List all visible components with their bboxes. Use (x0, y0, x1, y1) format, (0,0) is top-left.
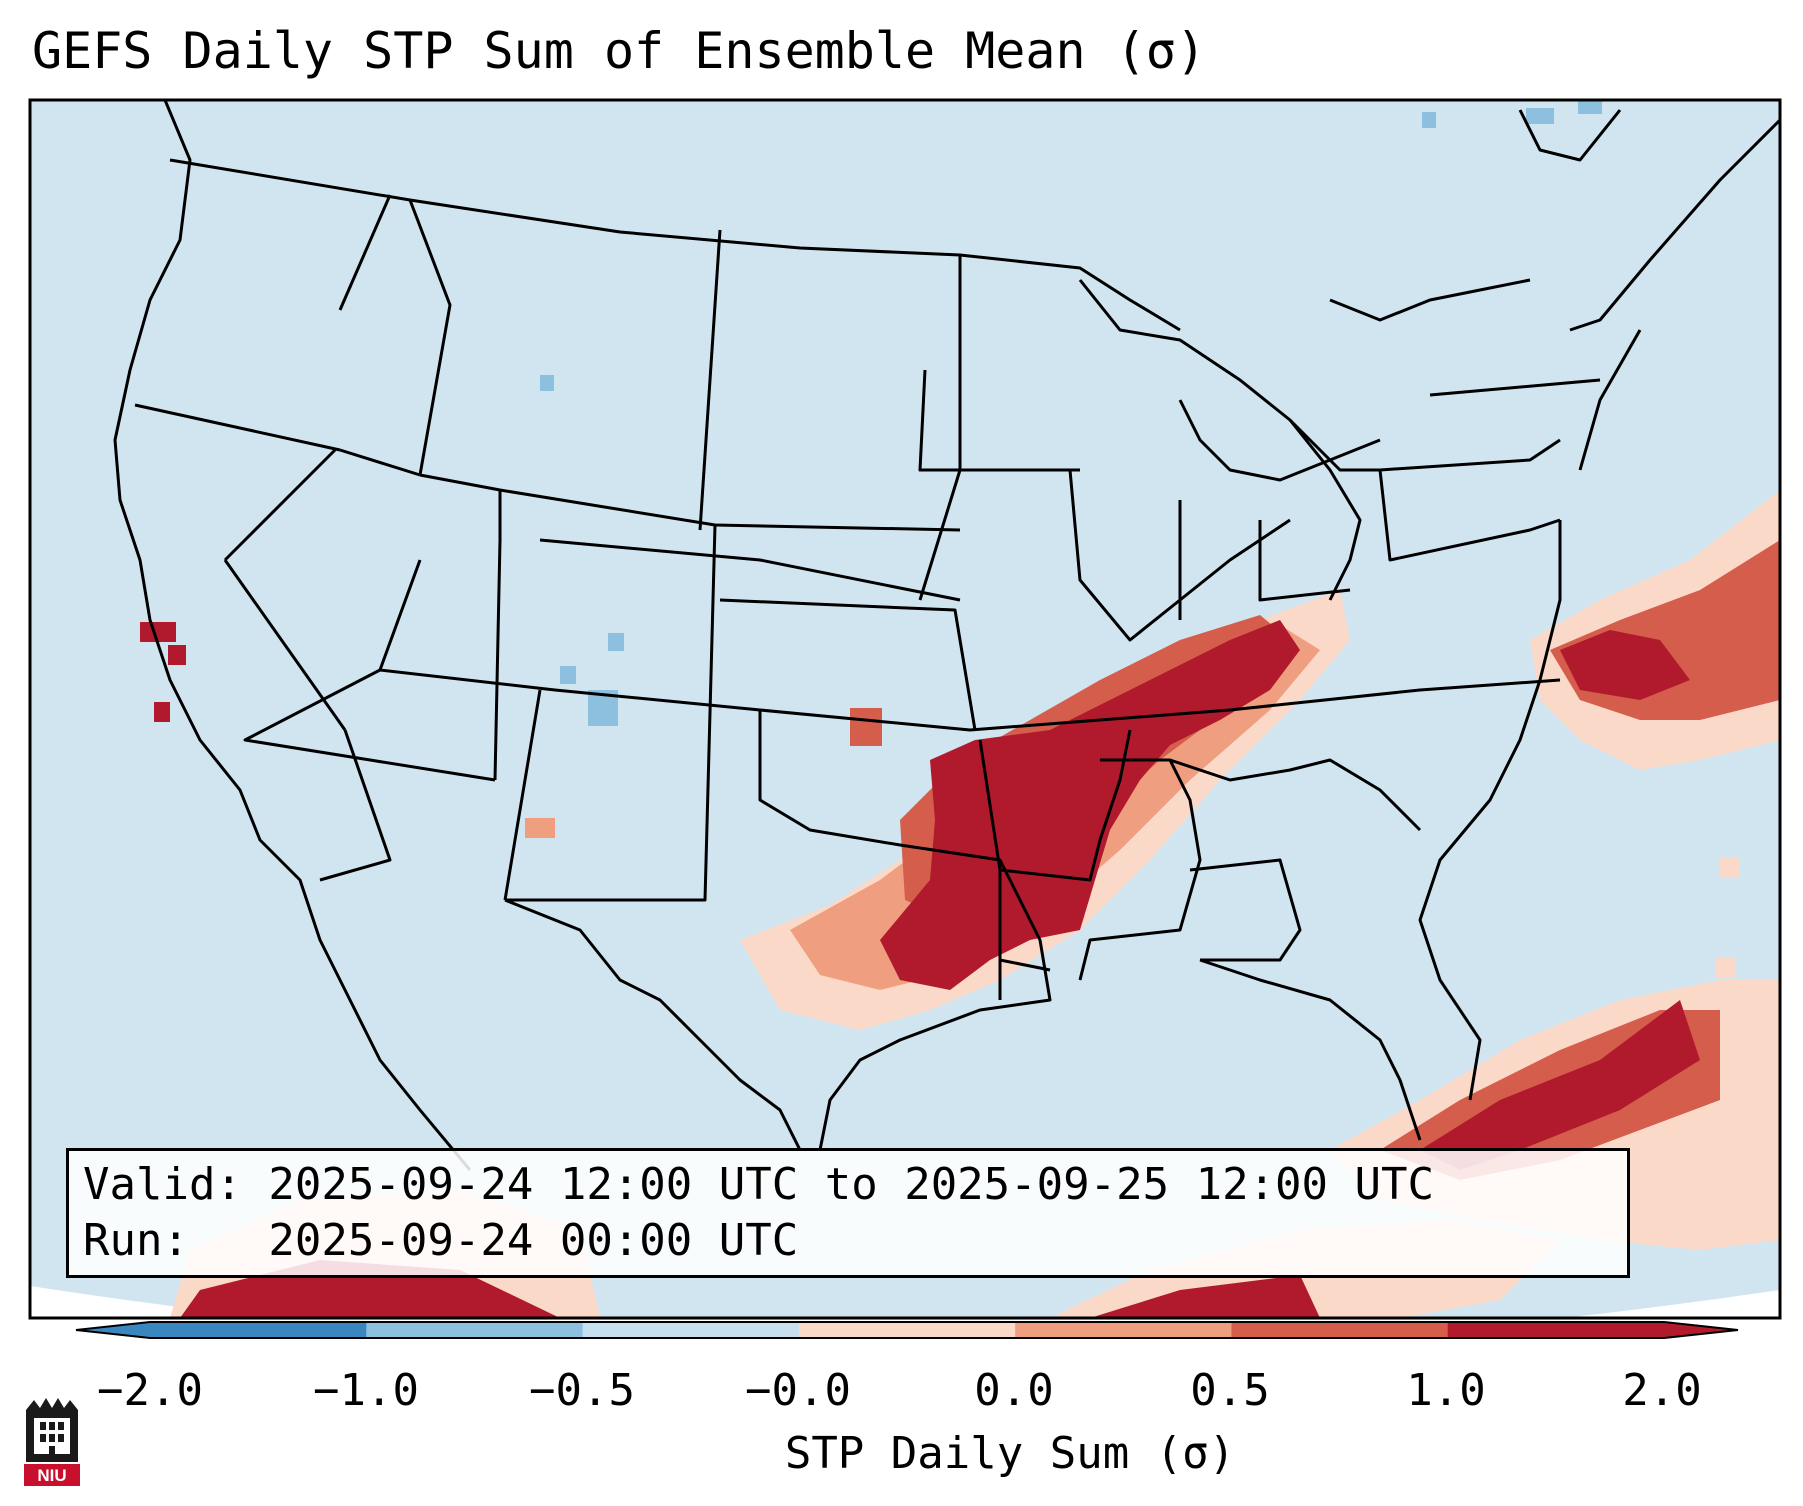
colorbar-segment (798, 1322, 1016, 1338)
anomaly-area-south-dark (1420, 1000, 1700, 1170)
anomaly-area-east-dark (1560, 630, 1690, 700)
anomaly-area-gulf-dark (1090, 1275, 1320, 1318)
anomaly-cell (168, 645, 186, 665)
anomaly-cell (1578, 100, 1602, 114)
colorbar-extend-high (1664, 1322, 1738, 1338)
colorbar-tick-label: 1.0 (1406, 1365, 1486, 1416)
colorbar-segment (1447, 1322, 1665, 1338)
colorbar (76, 1322, 1738, 1338)
map-border (28, 98, 1782, 1320)
west-coastline (113, 100, 472, 1171)
colorbar-outline (75, 1321, 1739, 1339)
anomaly-cell (1720, 858, 1740, 878)
logo-text: NIU (37, 1466, 66, 1485)
state-boundaries (113, 100, 1780, 1171)
colorbar-segment (1015, 1322, 1232, 1338)
anomaly-cell (540, 375, 554, 391)
valid-time-line: Valid: 2025-09-24 12:00 UTC to 2025-09-2… (83, 1159, 1435, 1210)
figure-title: GEFS Daily STP Sum of Ensemble Mean (σ) (32, 22, 1206, 80)
anomaly-cell (1526, 108, 1554, 124)
anomaly-cell (154, 702, 170, 722)
colorbar-segment (150, 1322, 367, 1338)
anomaly-cell (608, 633, 624, 651)
niu-logo: NIU (24, 1398, 80, 1486)
colorbar-label: STP Daily Sum (σ) (784, 1428, 1236, 1479)
anomaly-cell (850, 708, 882, 746)
run-time-line: Run: 2025-09-24 00:00 UTC (83, 1215, 799, 1266)
canada-us-border (169, 158, 1181, 332)
colorbar-tick-label: −0.0 (745, 1365, 851, 1416)
anomaly-cell (1715, 958, 1735, 978)
colorbar-segment (1231, 1322, 1449, 1338)
colorbar-tick-label: −1.0 (313, 1365, 419, 1416)
anomaly-cell (140, 622, 176, 642)
colorbar-segment (582, 1322, 800, 1338)
anomaly-cell (560, 666, 576, 684)
info-box: Valid: 2025-09-24 12:00 UTC to 2025-09-2… (66, 1148, 1630, 1278)
colorbar-tick-label: 0.0 (974, 1365, 1054, 1416)
anomaly-cell (525, 818, 555, 838)
colorbar-extend-low (76, 1322, 150, 1338)
colorbar-tick-label: 0.5 (1190, 1365, 1270, 1416)
colorbar-segment (366, 1322, 584, 1338)
anomaly-cell (1422, 112, 1436, 128)
colorbar-tick-label: 2.0 (1622, 1365, 1702, 1416)
colorbar-tick-label: −2.0 (97, 1365, 203, 1416)
colorbar-tick-label: −0.5 (529, 1365, 635, 1416)
